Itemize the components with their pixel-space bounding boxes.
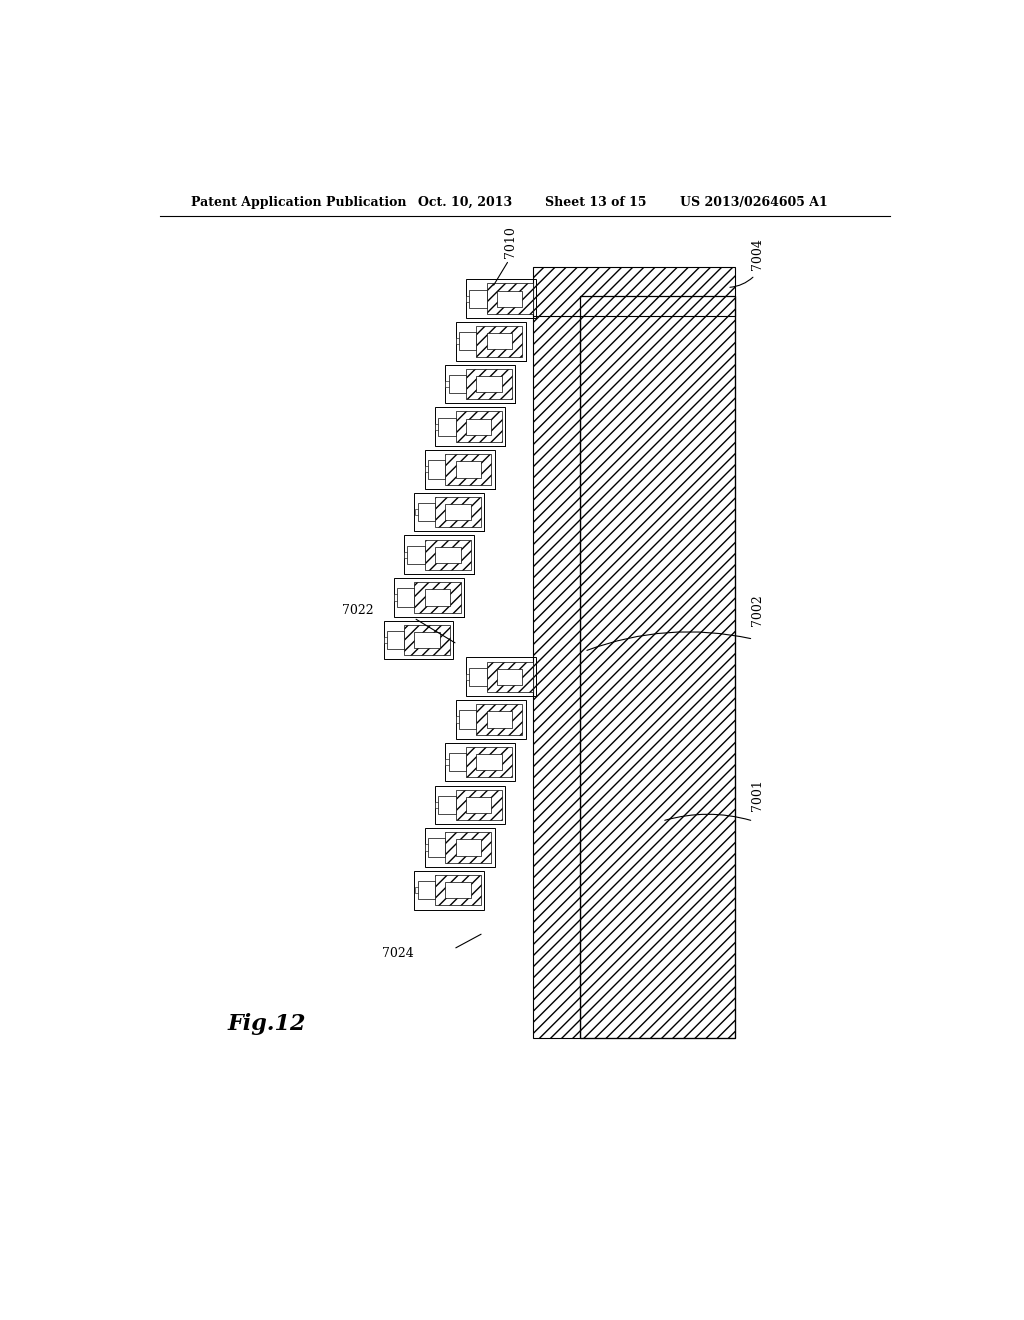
Bar <box>425 466 428 473</box>
Bar <box>394 594 397 601</box>
Bar <box>456 789 502 820</box>
Bar <box>425 540 471 570</box>
Bar <box>459 333 476 351</box>
Bar <box>476 754 502 771</box>
Bar <box>415 871 484 909</box>
Bar <box>435 408 505 446</box>
Bar <box>532 267 735 315</box>
Bar <box>449 375 466 393</box>
Text: Sheet 13 of 15: Sheet 13 of 15 <box>545 195 646 209</box>
Bar <box>445 833 492 863</box>
Bar <box>435 785 505 824</box>
Bar <box>466 657 536 696</box>
Bar <box>435 801 438 808</box>
Bar <box>456 322 525 360</box>
Bar <box>435 875 481 906</box>
Bar <box>428 838 445 857</box>
Bar <box>486 333 512 350</box>
Bar <box>387 631 404 649</box>
Text: Oct. 10, 2013: Oct. 10, 2013 <box>418 195 512 209</box>
Bar <box>466 747 512 777</box>
Bar <box>404 624 451 656</box>
Bar <box>469 668 486 686</box>
Bar <box>428 461 445 479</box>
Bar <box>435 546 461 562</box>
Text: 7010: 7010 <box>504 226 517 257</box>
Bar <box>418 880 435 899</box>
Bar <box>384 620 454 660</box>
Bar <box>425 450 495 488</box>
Bar <box>445 381 449 387</box>
Bar <box>445 882 471 899</box>
Bar <box>449 752 466 771</box>
Bar <box>456 461 481 478</box>
Text: 7004: 7004 <box>751 239 764 271</box>
Bar <box>466 368 512 399</box>
Bar <box>486 284 532 314</box>
Bar <box>397 589 415 607</box>
Bar <box>456 700 525 739</box>
Bar <box>408 545 425 564</box>
Bar <box>415 582 461 612</box>
Bar <box>445 743 515 781</box>
Bar <box>415 510 418 515</box>
Bar <box>486 661 532 692</box>
Text: Patent Application Publication: Patent Application Publication <box>191 195 407 209</box>
Bar <box>456 412 502 442</box>
Bar <box>466 673 469 680</box>
Bar <box>418 503 435 521</box>
Bar <box>445 364 515 404</box>
Bar <box>394 578 464 616</box>
Bar <box>435 424 438 430</box>
Text: 7001: 7001 <box>751 779 764 810</box>
Bar <box>469 289 486 308</box>
Text: US 2013/0264605 A1: US 2013/0264605 A1 <box>680 195 827 209</box>
Bar <box>438 417 456 436</box>
Bar <box>486 711 512 727</box>
Bar <box>466 797 492 813</box>
Bar <box>445 504 471 520</box>
Bar <box>497 290 522 306</box>
Text: 7002: 7002 <box>751 594 764 626</box>
Bar <box>435 496 481 528</box>
Bar <box>445 759 449 766</box>
Bar <box>415 887 418 894</box>
Bar <box>425 845 428 850</box>
Text: Fig.12: Fig.12 <box>227 1014 306 1035</box>
Bar <box>476 326 522 356</box>
Text: 7022: 7022 <box>342 605 374 618</box>
Bar <box>581 296 735 1038</box>
Bar <box>384 638 387 643</box>
Bar <box>466 296 469 302</box>
Bar <box>456 338 459 345</box>
Bar <box>581 296 735 1038</box>
Bar <box>476 704 522 735</box>
Bar <box>425 828 495 867</box>
Bar <box>532 296 581 1038</box>
Text: 7024: 7024 <box>382 946 414 960</box>
Bar <box>456 717 459 722</box>
Bar <box>438 796 456 814</box>
Bar <box>476 376 502 392</box>
Bar <box>445 454 492 484</box>
Bar <box>415 492 484 532</box>
Bar <box>466 418 492 434</box>
Bar <box>425 589 451 606</box>
Bar <box>456 840 481 855</box>
Bar <box>459 710 476 729</box>
Bar <box>415 632 440 648</box>
Bar <box>404 536 474 574</box>
Bar <box>404 552 408 558</box>
Bar <box>466 280 536 318</box>
Bar <box>497 669 522 685</box>
